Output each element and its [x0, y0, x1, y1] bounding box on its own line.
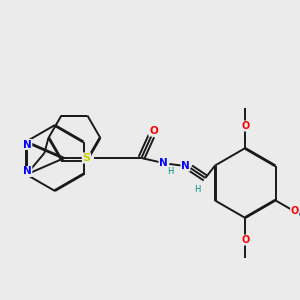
Text: O: O — [291, 206, 299, 217]
Text: S: S — [82, 153, 90, 163]
Text: N: N — [159, 158, 168, 168]
Text: O: O — [241, 121, 250, 131]
Text: N: N — [181, 161, 190, 171]
Text: H: H — [167, 167, 174, 176]
Text: O: O — [149, 126, 158, 136]
Text: H: H — [194, 185, 201, 194]
Text: O: O — [241, 235, 250, 245]
Text: N: N — [23, 140, 32, 149]
Text: N: N — [23, 167, 32, 176]
